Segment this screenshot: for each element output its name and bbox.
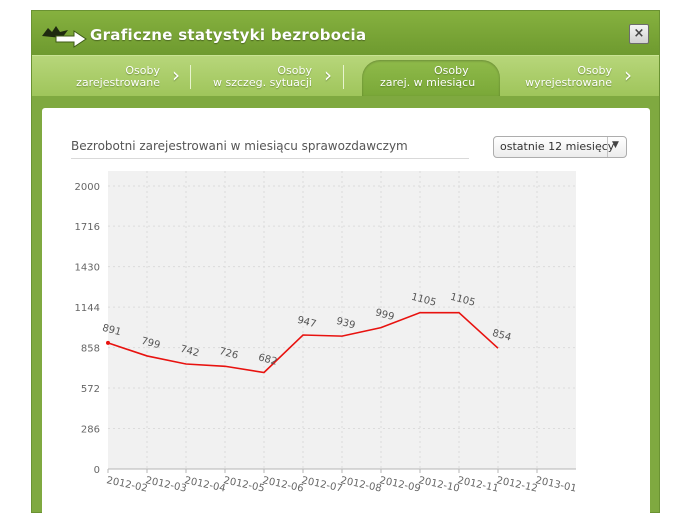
- x-tick-label: 2012-10: [417, 475, 460, 494]
- plot-area: [108, 171, 576, 469]
- y-tick-label: 2000: [75, 182, 100, 193]
- x-tick-label: 2012-07: [300, 475, 343, 494]
- tab-label-line1: Osoby: [434, 64, 469, 77]
- tab-label-line1: Osoby: [277, 64, 312, 77]
- tab-label-line1: Osoby: [125, 64, 160, 77]
- x-tick-label: 2012-02: [105, 475, 148, 494]
- x-tick-label: 2012-08: [339, 475, 382, 494]
- data-label: 999: [374, 307, 395, 323]
- tab-label-line1: Osoby: [577, 64, 612, 77]
- x-tick-label: 2013-01: [534, 475, 577, 494]
- chevron-right-icon: ›: [624, 63, 632, 87]
- y-tick-label: 1430: [75, 263, 100, 274]
- chevron-right-icon: ›: [172, 63, 180, 87]
- y-tick-label: 572: [81, 384, 100, 395]
- x-tick-label: 2012-11: [456, 475, 499, 494]
- data-label: 947: [296, 315, 317, 331]
- x-tick-label: 2012-03: [144, 475, 187, 494]
- x-tick-label: 2012-05: [222, 475, 265, 494]
- x-tick-label: 2012-12: [495, 475, 538, 494]
- tab-label-line2: wyrejestrowane: [525, 76, 612, 89]
- tab-divider: [190, 65, 191, 89]
- y-tick-label: 1716: [75, 222, 100, 233]
- series-point: [106, 340, 110, 345]
- tab-label-line2: zarejestrowane: [76, 76, 160, 89]
- y-tick-label: 858: [81, 344, 100, 355]
- statistics-window: Graficzne statystyki bezrobocia × Osoby …: [31, 10, 660, 514]
- data-label: 726: [218, 346, 239, 362]
- tab-bar: Osoby zarejestrowane › Osoby w szczeg. s…: [32, 55, 659, 96]
- x-tick-label: 2012-09: [378, 475, 421, 494]
- title-divider: [71, 158, 469, 159]
- tab-wyrejestrowane[interactable]: Osoby wyrejestrowane ›: [502, 56, 642, 96]
- data-label: 799: [140, 336, 161, 352]
- x-tick-label: 2012-06: [261, 475, 304, 494]
- tab-szczegolna-sytuacja[interactable]: Osoby w szczeg. sytuacji ›: [190, 56, 342, 96]
- tab-zarejestrowane[interactable]: Osoby zarejestrowane ›: [32, 56, 190, 96]
- chevron-right-icon: ›: [324, 63, 332, 87]
- data-label: 854: [491, 328, 512, 344]
- period-select-value: ostatnie 12 miesięcy: [500, 140, 615, 153]
- tab-divider: [343, 65, 344, 89]
- chart-title: Bezrobotni zarejestrowani w miesiącu spr…: [71, 139, 408, 153]
- x-tick-label: 2012-04: [183, 475, 226, 494]
- y-tick-label: 286: [81, 425, 100, 436]
- line-chart: 0 286 572 858 1144 1430 1716 2000 2012-022012-03…: [75, 171, 578, 495]
- active-tab-background: [362, 60, 500, 96]
- data-label: 939: [335, 316, 356, 332]
- data-label: 891: [101, 323, 122, 339]
- data-label: 682: [257, 352, 278, 368]
- series-line: [107, 311, 499, 374]
- period-select[interactable]: ostatnie 12 miesięcy ▼: [493, 136, 627, 158]
- data-label: 742: [179, 344, 200, 360]
- bird-arrow-logo-icon: [42, 26, 87, 48]
- window-title: Graficzne statystyki bezrobocia: [90, 26, 367, 44]
- y-tick-label: 0: [94, 465, 100, 476]
- tab-zarej-w-miesiacu[interactable]: Osoby zarej. w miesiącu: [362, 56, 502, 96]
- close-button[interactable]: ×: [629, 24, 649, 44]
- title-bar: Graficzne statystyki bezrobocia ×: [32, 11, 659, 55]
- tab-label-line2: zarej. w miesiącu: [380, 76, 476, 89]
- chart-panel: Bezrobotni zarejestrowani w miesiącu spr…: [42, 108, 650, 514]
- tab-label-line2: w szczeg. sytuacji: [213, 76, 312, 89]
- dropdown-arrow-icon[interactable]: ▼: [607, 137, 626, 157]
- y-tick-label: 1144: [75, 303, 100, 314]
